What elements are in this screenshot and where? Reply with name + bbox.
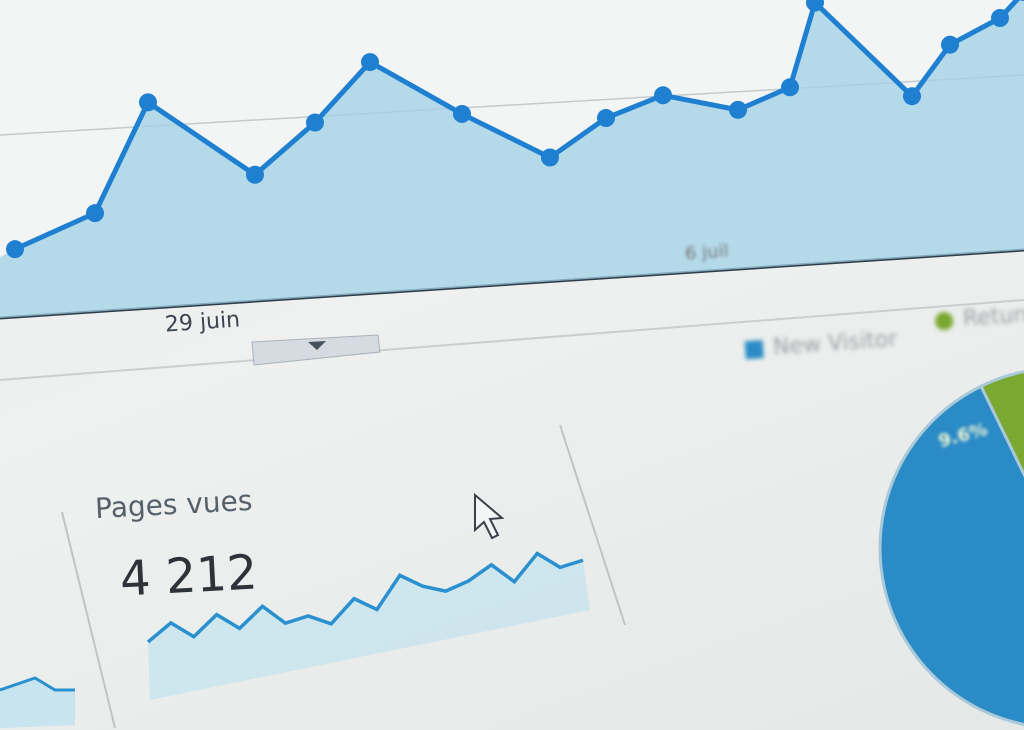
visitor-pie-chart bbox=[878, 368, 1024, 728]
pie-slice[interactable] bbox=[878, 384, 1024, 728]
main-line-chart bbox=[0, 0, 1024, 318]
data-point[interactable] bbox=[903, 87, 921, 106]
data-point[interactable] bbox=[453, 104, 471, 123]
data-point[interactable] bbox=[541, 148, 559, 167]
collapse-tab[interactable] bbox=[251, 334, 381, 366]
mouse-cursor-icon bbox=[474, 492, 505, 540]
card-value: 4 212 bbox=[118, 544, 259, 608]
legend-label: Returni bbox=[962, 301, 1024, 332]
data-point[interactable] bbox=[729, 100, 747, 119]
legend-swatch bbox=[744, 339, 764, 359]
sparkline-line bbox=[0, 676, 75, 692]
x-tick-label: 29 juin bbox=[164, 307, 241, 338]
pie-viewport bbox=[878, 368, 1024, 728]
x-tick-label: 6 juil bbox=[684, 240, 730, 265]
card-border bbox=[559, 424, 626, 626]
data-point[interactable] bbox=[139, 93, 157, 112]
data-point[interactable] bbox=[941, 35, 959, 54]
sparkline-line bbox=[146, 551, 584, 644]
data-point[interactable] bbox=[86, 204, 104, 223]
legend-swatch bbox=[934, 311, 954, 331]
data-point[interactable] bbox=[597, 109, 615, 128]
caret-down-icon[interactable] bbox=[308, 341, 326, 350]
pie-slice[interactable] bbox=[979, 368, 1024, 548]
data-point[interactable] bbox=[806, 0, 824, 12]
data-point[interactable] bbox=[6, 240, 24, 259]
section-divider bbox=[0, 299, 1024, 381]
data-point[interactable] bbox=[246, 165, 264, 184]
data-point[interactable] bbox=[781, 78, 799, 97]
pages-vues-sparkline bbox=[146, 551, 590, 700]
area-fill bbox=[0, 0, 1024, 318]
data-point[interactable] bbox=[1015, 0, 1024, 2]
data-point[interactable] bbox=[306, 113, 324, 132]
data-point[interactable] bbox=[361, 53, 379, 72]
sparkline-fill bbox=[148, 553, 590, 700]
card-border bbox=[61, 511, 116, 729]
data-point[interactable] bbox=[991, 9, 1009, 27]
data-point[interactable] bbox=[654, 86, 672, 105]
